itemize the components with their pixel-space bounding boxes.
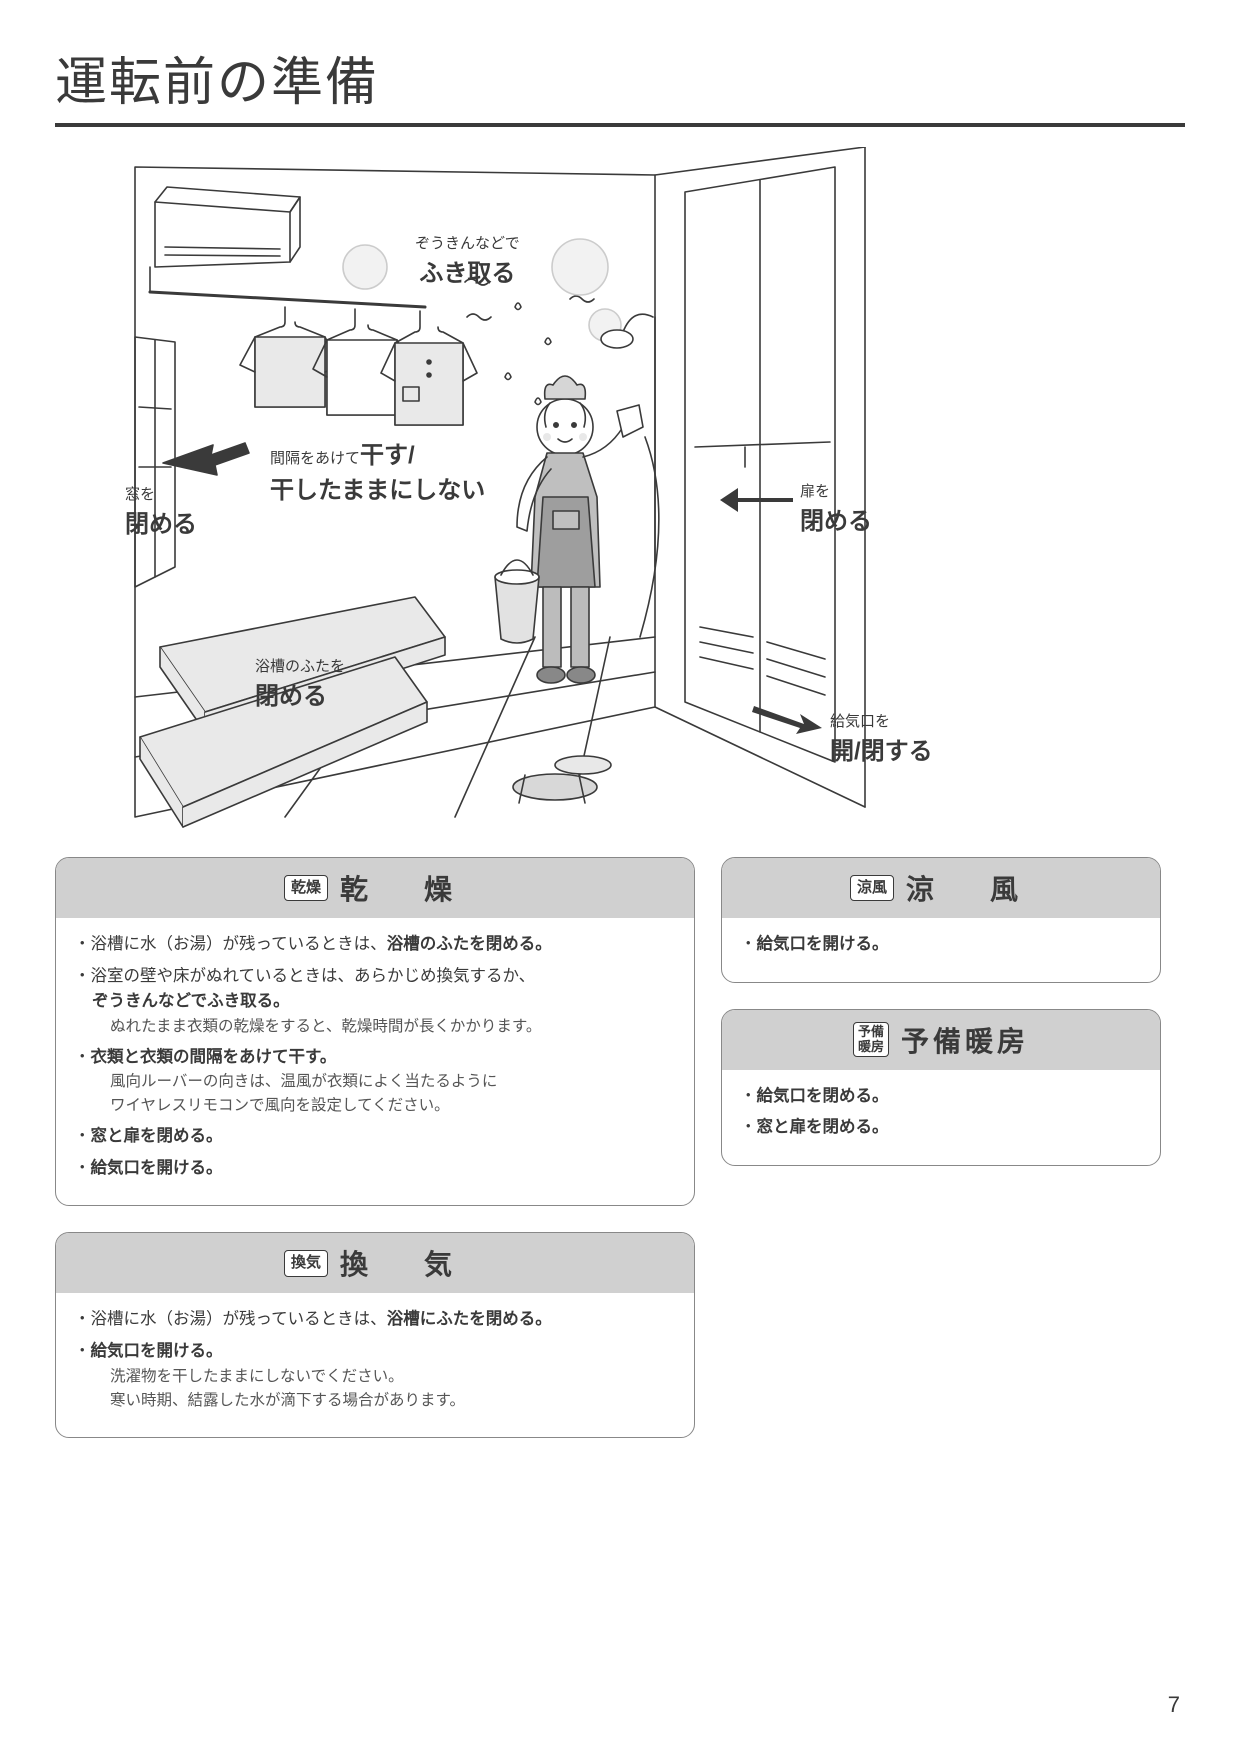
item-bold: 浴槽のふたを閉める。 — [387, 935, 552, 953]
callout-vent-small: 給気口を — [830, 710, 933, 731]
arrow-door-icon — [718, 480, 798, 520]
panel-preheat-body: 給気口を閉める。 窓と扉を閉める。 — [722, 1070, 1160, 1165]
item-sub: ぬれたまま衣類の乾燥をすると、乾燥時間が長くかかります。 — [92, 1015, 676, 1039]
callout-vent-big: 開/閉する — [830, 731, 933, 766]
callout-lid: 浴槽のふたを 閉める — [255, 655, 345, 711]
list-item: 窓と扉を閉める。 — [74, 1124, 676, 1150]
item-sub: 風向ルーバーの向きは、温風が衣類によく当たるように ワイヤレスリモコンで風向を設… — [92, 1070, 676, 1118]
panel-preheat-title: 予備暖房 — [901, 1020, 1029, 1060]
list-item: 浴槽に水（お湯）が残っているときは、浴槽にふたを閉める。 — [74, 1307, 676, 1333]
callout-lid-small: 浴槽のふたを — [255, 655, 345, 676]
panel-preheat: 予備 暖房 予備暖房 給気口を閉める。 窓と扉を閉める。 — [721, 1009, 1161, 1166]
item-bold: ぞうきんなどでふき取る。 — [92, 992, 290, 1010]
list-item: 衣類と衣類の間隔をあけて干す。 風向ルーバーの向きは、温風が衣類によく当たるよう… — [74, 1045, 676, 1119]
page-title: 運転前の準備 — [55, 40, 1185, 115]
callout-hang-big1: 干す/ — [360, 442, 415, 469]
callout-wipe-small: ぞうきんなどで — [415, 232, 520, 253]
title-rule — [55, 123, 1185, 127]
panel-dry-body: 浴槽に水（お湯）が残っているときは、浴槽のふたを閉める。 浴室の壁や床がぬれてい… — [56, 918, 694, 1205]
panels-container: 乾燥 乾 燥 浴槽に水（お湯）が残っているときは、浴槽のふたを閉める。 浴室の壁… — [55, 857, 1185, 1438]
panels-left-column: 乾燥 乾 燥 浴槽に水（お湯）が残っているときは、浴槽のふたを閉める。 浴室の壁… — [55, 857, 695, 1438]
panel-dry-header: 乾燥 乾 燥 — [56, 858, 694, 918]
item-bold: 給気口を閉める。 — [757, 1087, 889, 1105]
item-bold: 給気口を開ける。 — [91, 1159, 223, 1177]
list-item: 浴槽に水（お湯）が残っているときは、浴槽のふたを閉める。 — [74, 932, 676, 958]
callout-door-small: 扉を — [800, 480, 872, 501]
item-bold: 窓と扉を閉める。 — [91, 1127, 223, 1145]
list-item: 給気口を開ける。 — [740, 932, 1142, 958]
panel-preheat-header: 予備 暖房 予備暖房 — [722, 1010, 1160, 1070]
panel-cool-title: 涼 風 — [906, 868, 1032, 908]
callout-window-small: 窓を — [125, 483, 197, 504]
panel-vent-body: 浴槽に水（お湯）が残っているときは、浴槽にふたを閉める。 給気口を開ける。 洗濯… — [56, 1293, 694, 1436]
callout-hang: 間隔をあけて干す/ 干したままにしない — [270, 435, 485, 505]
callout-hang-small: 間隔をあけて — [270, 450, 360, 467]
callout-window-big: 閉める — [125, 504, 197, 539]
panel-vent-header: 換気 換 気 — [56, 1233, 694, 1293]
panel-dry: 乾燥 乾 燥 浴槽に水（お湯）が残っているときは、浴槽のふたを閉める。 浴室の壁… — [55, 857, 695, 1206]
callout-wipe: ぞうきんなどで ふき取る — [415, 232, 520, 288]
item-bold: 給気口を開ける。 — [757, 935, 889, 953]
item-bold: 窓と扉を閉める。 — [757, 1118, 889, 1136]
page-number: 7 — [1168, 1692, 1180, 1718]
callout-vent: 給気口を 開/閉する — [830, 710, 933, 766]
panel-vent: 換気 換 気 浴槽に水（お湯）が残っているときは、浴槽にふたを閉める。 給気口を… — [55, 1232, 695, 1437]
item-bold: 衣類と衣類の間隔をあけて干す。 — [91, 1048, 337, 1066]
list-item: 給気口を閉める。 — [740, 1084, 1142, 1110]
list-item: 浴室の壁や床がぬれているときは、あらかじめ換気するか、ぞうきんなどでふき取る。 … — [74, 964, 676, 1039]
panel-cool-header: 涼風 涼 風 — [722, 858, 1160, 918]
panel-preheat-badge: 予備 暖房 — [853, 1022, 889, 1057]
item-text: 浴室の壁や床がぬれているときは、あらかじめ換気するか、 — [91, 967, 536, 985]
item-bold: 給気口を開ける。 — [91, 1342, 223, 1360]
item-text: 浴槽に水（お湯）が残っているときは、 — [91, 1310, 387, 1328]
panel-dry-title: 乾 燥 — [340, 868, 466, 908]
callout-wipe-big: ふき取る — [415, 253, 520, 288]
item-text: 浴槽に水（お湯）が残っているときは、 — [91, 935, 387, 953]
list-item: 窓と扉を閉める。 — [740, 1115, 1142, 1141]
panel-vent-badge: 換気 — [284, 1250, 328, 1277]
callout-lid-big: 閉める — [255, 676, 345, 711]
panel-dry-badge: 乾燥 — [284, 875, 328, 902]
panel-cool: 涼風 涼 風 給気口を開ける。 — [721, 857, 1161, 983]
item-sub: 洗濯物を干したままにしないでください。 寒い時期、結露した水が滴下する場合があり… — [92, 1365, 676, 1413]
callout-door-big: 閉める — [800, 501, 872, 536]
callout-door: 扉を 閉める — [800, 480, 872, 536]
arrow-vent-icon — [746, 700, 826, 740]
panel-cool-badge: 涼風 — [850, 875, 894, 902]
panel-cool-body: 給気口を開ける。 — [722, 918, 1160, 982]
callout-window: 窓を 閉める — [125, 483, 197, 539]
panels-right-column: 涼風 涼 風 給気口を開ける。 予備 暖房 予備暖房 給気口を閉める。 — [721, 857, 1161, 1438]
callout-hang-big2: 干したままにしない — [270, 470, 485, 505]
panel-vent-title: 換 気 — [340, 1243, 466, 1283]
list-item: 給気口を開ける。 洗濯物を干したままにしないでください。 寒い時期、結露した水が… — [74, 1339, 676, 1413]
badge-line2: 暖房 — [858, 1040, 884, 1054]
badge-line1: 予備 — [858, 1025, 884, 1039]
item-bold: 浴槽にふたを閉める。 — [387, 1310, 552, 1328]
list-item: 給気口を開ける。 — [74, 1156, 676, 1182]
